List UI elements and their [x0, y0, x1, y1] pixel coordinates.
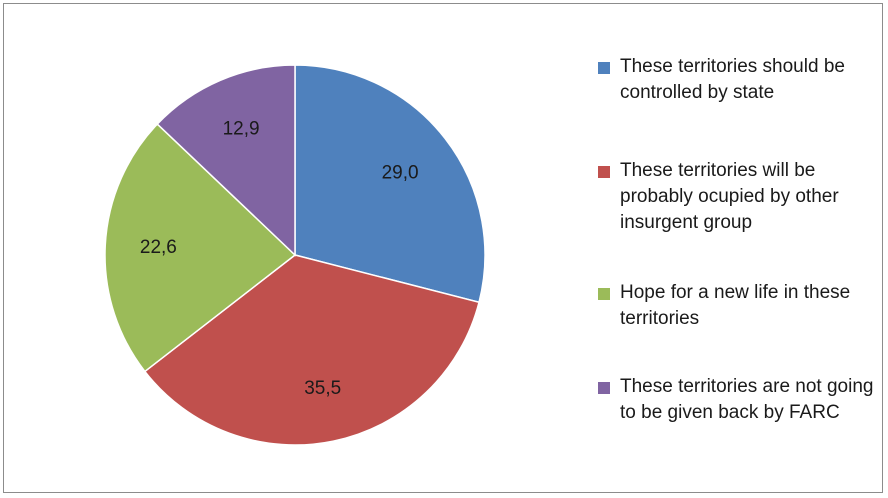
- legend-swatch: [598, 166, 610, 178]
- legend-label: These territories are not going to be gi…: [620, 376, 874, 423]
- legend-label: These territories should be controlled b…: [620, 56, 845, 103]
- data-label: 12,9: [223, 118, 260, 139]
- data-label: 22,6: [140, 237, 177, 258]
- legend-swatch: [598, 62, 610, 74]
- legend-swatch: [598, 288, 610, 300]
- legend-label: Hope for a new life in these territories: [620, 282, 851, 329]
- data-label: 35,5: [304, 378, 341, 399]
- legend-label: These territories will be probably ocupi…: [620, 160, 839, 233]
- pie-slice: [294, 64, 486, 304]
- pie-slice: [156, 64, 296, 257]
- pie-slice: [143, 254, 480, 446]
- pie-slice: [104, 123, 297, 373]
- data-label: 29,0: [382, 162, 419, 183]
- legend-swatch: [598, 382, 610, 394]
- chart-area: 29,0 35,5 22,6 12,9 These territories shoul…: [3, 3, 883, 493]
- pie-chart: 29,0 35,5 22,6 12,9: [104, 64, 486, 446]
